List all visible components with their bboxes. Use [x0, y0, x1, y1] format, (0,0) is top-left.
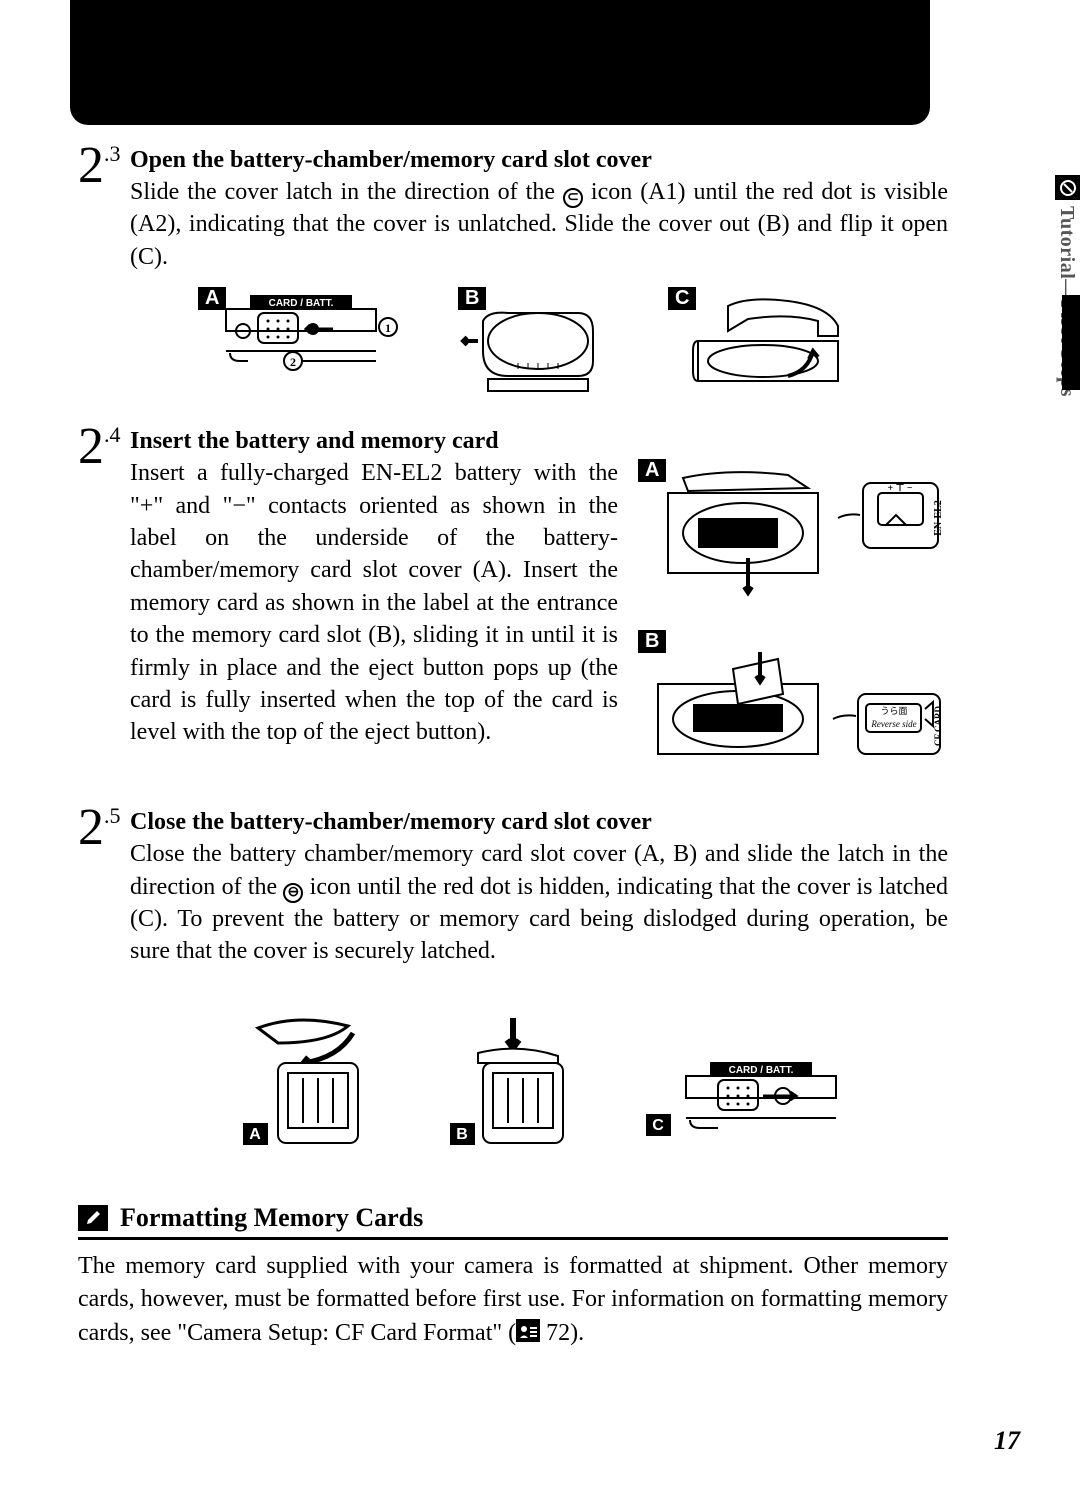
top-black-box — [70, 0, 930, 125]
diagram-23-c: C — [668, 291, 868, 406]
step-number: 2.5 — [78, 807, 126, 849]
step-num-minor: .3 — [104, 141, 121, 166]
main-content: 2.3 Open the battery-chamber/memory card… — [78, 145, 948, 1351]
diagram-24-b: B うら面 Reverse side — [638, 634, 948, 789]
page-ref-icon — [516, 1319, 540, 1339]
diagram-25-b: B — [438, 1008, 598, 1163]
svg-text:C: C — [652, 1117, 664, 1134]
section-title: Formatting Memory Cards — [120, 1203, 423, 1233]
svg-text:2: 2 — [290, 355, 296, 369]
step-2-3: 2.3 Open the battery-chamber/memory card… — [78, 145, 948, 406]
svg-text:CF CARD: CF CARD — [933, 706, 943, 746]
diagram-23-a: A CARD / BATT. 1 2 — [198, 291, 398, 406]
step-text: Close the battery chamber/memory card sl… — [130, 838, 948, 968]
diagram-row-25: A B CA — [228, 1008, 948, 1163]
svg-text:A: A — [249, 1126, 261, 1143]
section-header: Formatting Memory Cards — [78, 1203, 948, 1240]
svg-text:B: B — [456, 1126, 468, 1143]
section-text-1: The memory card supplied with your camer… — [78, 1253, 948, 1346]
diagram-row-23: A CARD / BATT. 1 2 — [198, 291, 948, 406]
section-text: The memory card supplied with your camer… — [78, 1250, 948, 1351]
page-number: 17 — [994, 1426, 1020, 1456]
svg-text:Reverse side: Reverse side — [870, 719, 916, 729]
diagram-col-24: A + ⊤ − EN-EL2 — [638, 463, 948, 789]
unlatch-icon: ⊂ — [563, 188, 583, 208]
step-text: Slide the cover latch in the direction o… — [130, 176, 948, 273]
label-a: A — [638, 459, 666, 482]
step-number: 2.3 — [78, 145, 126, 187]
step-2-5: 2.5 Close the battery-chamber/memory car… — [78, 807, 948, 1163]
diagram-25-a: A — [228, 1008, 398, 1163]
svg-text:+ ⊤ −: + ⊤ − — [887, 483, 912, 494]
svg-text:CARD / BATT.: CARD / BATT. — [729, 1065, 794, 1076]
section-text-2: 72). — [540, 1320, 584, 1346]
step-2-4: 2.4 Insert the battery and memory card I… — [78, 426, 948, 789]
side-tab-marker — [1062, 295, 1080, 390]
svg-text:うら面: うら面 — [880, 706, 907, 716]
step-num-major: 2 — [78, 137, 104, 194]
step-title: Open the battery-chamber/memory card slo… — [130, 147, 948, 174]
step-text-1: Slide the cover latch in the direction o… — [130, 179, 563, 205]
diagram-25-c: CARD / BATT. C — [638, 1038, 848, 1163]
step-text: Insert a fully-charged EN-EL2 battery wi… — [130, 457, 618, 749]
step-num-major: 2 — [78, 418, 104, 475]
step-title: Close the battery-chamber/memory card sl… — [130, 809, 948, 836]
svg-text:1: 1 — [385, 321, 391, 335]
label-a: A — [198, 287, 226, 310]
step-num-major: 2 — [78, 799, 104, 856]
step-num-minor: .4 — [104, 422, 121, 447]
diagram-23-b: B — [458, 291, 608, 406]
step-number: 2.4 — [78, 426, 126, 468]
step-num-minor: .5 — [104, 803, 121, 828]
label-c: C — [668, 287, 696, 310]
side-tab-icon — [1055, 175, 1080, 200]
svg-text:EN-EL2: EN-EL2 — [933, 500, 944, 536]
card-batt-text: CARD / BATT. — [269, 298, 334, 309]
step-title: Insert the battery and memory card — [130, 428, 948, 455]
latch-icon: ⊖ — [283, 883, 303, 903]
pencil-icon — [78, 1205, 108, 1231]
label-b: B — [458, 287, 486, 310]
label-b: B — [638, 630, 666, 653]
diagram-24-a: A + ⊤ − EN-EL2 — [638, 463, 948, 618]
